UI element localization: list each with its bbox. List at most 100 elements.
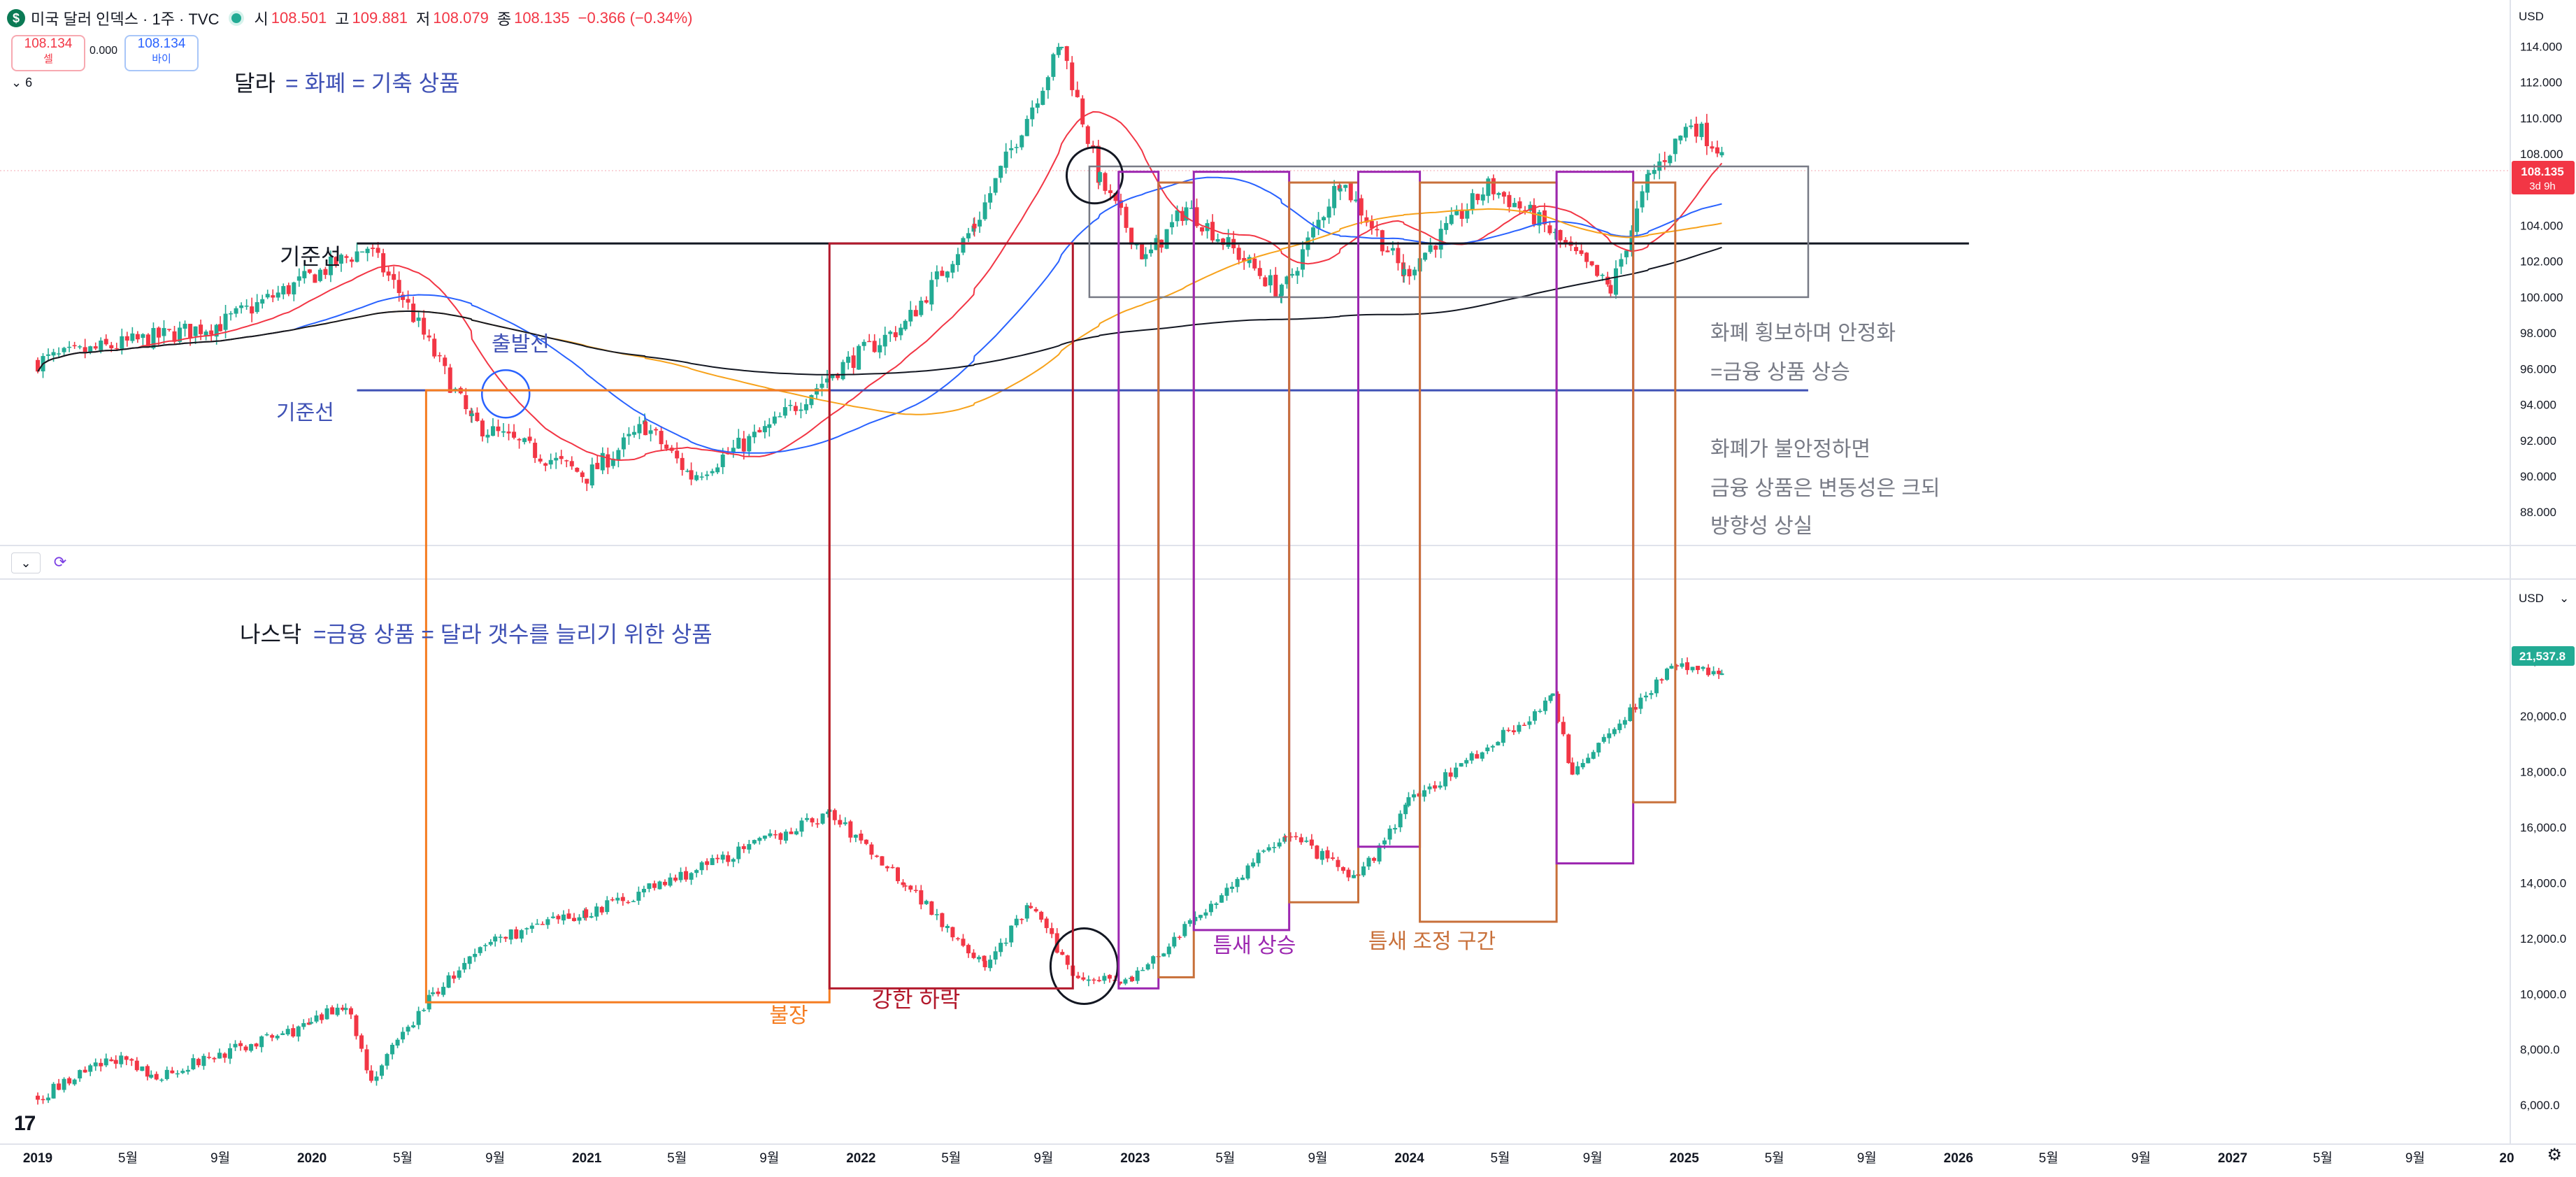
nasdaq-candle xyxy=(1543,700,1547,711)
dxy-candle xyxy=(643,421,648,436)
dxy-candle xyxy=(1175,210,1180,222)
nasdaq-candle xyxy=(561,914,566,921)
nasdaq-candle xyxy=(982,960,987,968)
dxy-candle xyxy=(846,357,851,363)
dxy-candle xyxy=(878,345,882,352)
ohlc-open-label: 시 xyxy=(254,10,269,28)
nasdaq-candle xyxy=(343,1008,348,1011)
dxy-candle xyxy=(1574,247,1579,252)
dxy-candle xyxy=(741,438,746,452)
dxy-candle xyxy=(83,347,87,354)
dxy-candle xyxy=(1064,46,1069,62)
dxy-candle xyxy=(1295,271,1300,276)
lower-last-price-value: 21,537.8 xyxy=(2519,650,2566,663)
sync-icon[interactable]: ⟳ xyxy=(53,553,67,571)
lower-currency-label[interactable]: USD xyxy=(2519,592,2544,605)
indicators-toggle-button[interactable]: ⌄ 6 xyxy=(11,76,32,90)
nasdaq-candle xyxy=(330,1007,335,1015)
nasdaq-candle xyxy=(908,885,913,890)
dxy-candle xyxy=(496,426,501,431)
nasdaq-candle xyxy=(36,1095,40,1100)
dxy-candle xyxy=(401,294,406,300)
buy-button[interactable]: 108.134 바이 xyxy=(124,35,199,71)
chevron-down-icon[interactable]: ⌄ xyxy=(2559,592,2570,605)
dxy-candle xyxy=(109,345,114,349)
nasdaq-candle xyxy=(201,1055,206,1067)
buy-label: 바이 xyxy=(152,53,171,65)
nasdaq-candle xyxy=(1433,785,1438,789)
nasdaq-candle xyxy=(768,833,773,836)
dxy-candle xyxy=(940,271,945,276)
nasdaq-candle xyxy=(493,936,498,942)
upper-currency-label[interactable]: USD xyxy=(2519,10,2544,23)
nasdaq-candle xyxy=(885,866,889,869)
dxy-candle xyxy=(982,202,987,220)
nasdaq-candle xyxy=(1685,662,1690,671)
zone-box-gap_corr xyxy=(1632,181,1677,804)
nasdaq-candle xyxy=(1659,679,1664,681)
dxy-candle xyxy=(972,223,977,229)
x-tick-label: 5월 xyxy=(1765,1150,1784,1166)
nasdaq-candle xyxy=(961,939,966,946)
sell-price: 108.134 xyxy=(24,36,73,51)
x-tick-label: 5월 xyxy=(1215,1150,1235,1166)
gear-icon[interactable]: ⚙ xyxy=(2547,1146,2562,1164)
nasdaq-candle xyxy=(1029,906,1033,908)
dxy-candle xyxy=(1364,217,1369,223)
dxy-candle xyxy=(1285,276,1289,285)
dxy-candle xyxy=(145,334,150,348)
dxy-candle xyxy=(654,429,659,431)
dxy-candle xyxy=(1070,62,1075,90)
nasdaq-candle xyxy=(903,885,908,887)
symbol-title[interactable]: 미국 달러 인덱스 · 1주 · TVC xyxy=(31,10,220,28)
nasdaq-candle xyxy=(652,883,657,888)
nasdaq-candle xyxy=(1096,980,1101,982)
nasdaq-candle xyxy=(335,1007,340,1015)
nasdaq-candle xyxy=(929,901,934,915)
nasdaq-candle xyxy=(662,881,667,885)
upper-y-tick-label: 112.000 xyxy=(2520,76,2562,90)
dxy-candle xyxy=(1085,126,1090,144)
dxy-candle xyxy=(209,330,214,335)
nasdaq-candle xyxy=(971,953,976,958)
dxy-candle xyxy=(166,329,171,330)
dxy-candle xyxy=(1075,90,1080,97)
dxy-candle xyxy=(1194,207,1199,227)
dxy-candle xyxy=(1369,220,1374,229)
dxy-candle xyxy=(1149,249,1154,254)
nasdaq-candle xyxy=(710,858,715,865)
dxy-candle xyxy=(872,341,877,352)
dxy-candle xyxy=(1080,98,1085,124)
nasdaq-candle xyxy=(1601,736,1606,742)
nasdaq-candle xyxy=(1086,979,1091,981)
dxy-candle xyxy=(260,299,265,304)
dxy-candle xyxy=(548,459,553,465)
upper-last-price-value: 108.135 xyxy=(2521,165,2563,178)
nasdaq-candle xyxy=(1719,673,1724,676)
upper-y-tick-label: 100.000 xyxy=(2520,291,2563,304)
nasdaq-candle xyxy=(1511,730,1516,732)
dxy-candle xyxy=(1221,238,1226,245)
nasdaq-candle xyxy=(1245,865,1250,879)
nasdaq-candle xyxy=(508,929,513,940)
top-circle xyxy=(1065,146,1124,205)
nasdaq-candle xyxy=(364,1049,369,1071)
symbol-legend[interactable]: $ 미국 달러 인덱스 · 1주 · TVC 시 108.501 고 109.8… xyxy=(7,4,701,32)
nasdaq-candle xyxy=(1701,666,1705,669)
nasdaq-candle xyxy=(778,833,783,840)
dxy-candle xyxy=(1547,225,1552,234)
sell-button[interactable]: 108.134 셀 xyxy=(11,35,85,71)
dxy-candle xyxy=(234,308,238,314)
dxy-candle xyxy=(1537,212,1542,226)
dxy-candle xyxy=(1704,122,1709,147)
dxy-candle xyxy=(1629,230,1634,252)
dxy-candle xyxy=(1119,200,1124,208)
dxy-candle xyxy=(1412,269,1417,276)
nasdaq-candle xyxy=(752,840,757,844)
nasdaq-candle xyxy=(1633,707,1638,710)
pane-collapse-button[interactable]: ⌄ xyxy=(11,552,41,573)
dxy-candle xyxy=(814,388,819,395)
nasdaq-candle xyxy=(762,835,767,839)
nasdaq-candle xyxy=(243,1046,248,1050)
